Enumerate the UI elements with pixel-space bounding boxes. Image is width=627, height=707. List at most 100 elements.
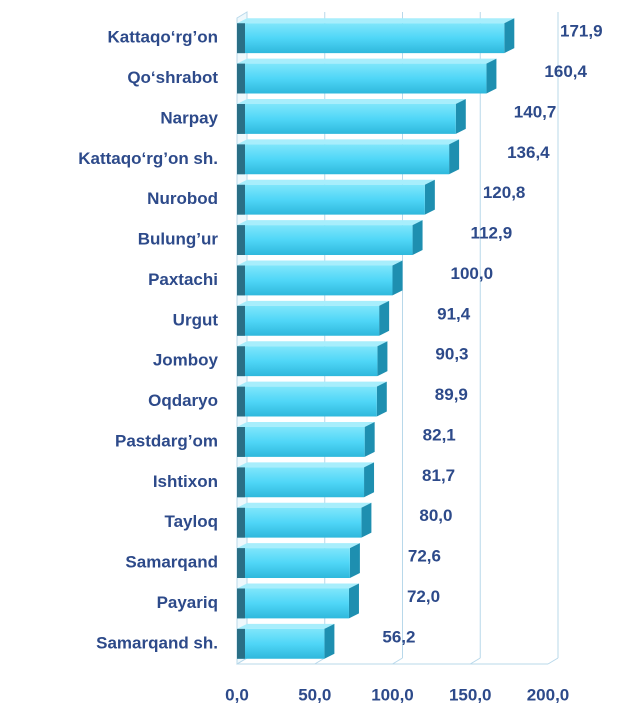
bar-front [237,507,362,538]
bar-side [376,381,387,417]
bar-top [237,341,388,347]
bar-front [237,184,425,215]
bar-front [237,63,487,94]
bar-top [237,300,390,306]
bar-front [237,467,365,498]
bar-side [449,139,460,175]
bar-base [237,628,245,659]
bar-top [237,381,387,387]
bar-side [504,18,515,54]
y-tick-label: Jomboy [153,351,219,370]
bar [237,543,360,579]
bar-top [237,139,460,145]
bar-front [237,548,350,579]
bar-base [237,386,245,417]
value-label: 89,9 [435,385,468,404]
bar-top [237,502,372,508]
bar-top [237,18,515,24]
value-label: 56,2 [382,627,415,646]
tick-mark [236,657,248,665]
value-label: 160,4 [544,62,587,81]
bar [237,623,335,659]
tick-mark [469,657,481,665]
bar [237,139,460,175]
tick-mark [314,657,326,665]
y-tick-label: Tayloq [164,512,218,531]
y-tick-label: Samarqand [125,553,218,572]
bar [237,462,375,498]
bar-base [237,588,245,619]
bar-side [361,502,372,538]
bar-top [237,98,466,104]
value-label: 81,7 [422,466,455,485]
y-tick-label: Bulung’ur [138,230,219,249]
bar [237,381,387,417]
x-tick-label: 150,0 [449,685,492,704]
bar [237,18,515,54]
x-tick-label: 100,0 [371,685,414,704]
bar-front [237,588,349,619]
bar-side [424,179,435,215]
value-label: 112,9 [471,224,513,243]
bar-side [412,220,423,256]
y-tick-label: Samarqand sh. [96,633,218,652]
bar-top [237,179,435,185]
bar [237,98,466,134]
value-label: 82,1 [423,425,456,444]
tick-mark [392,657,403,665]
x-tick-label: 0,0 [225,685,249,704]
value-label: 140,7 [514,102,557,121]
bar-base [237,426,245,457]
y-tick-label: Qo‘shrabot [127,68,218,87]
bar-side [364,421,375,457]
bar-front [237,144,450,175]
value-label: 90,3 [435,345,468,364]
bar [237,583,359,619]
bar [237,58,497,94]
bar-side [349,543,360,579]
bar-front [237,305,380,336]
y-tick-label: Payariq [157,593,218,612]
bar-front [237,23,505,54]
value-label: 136,4 [507,143,550,162]
bar-base [237,346,245,377]
bar-base [237,225,245,256]
bar-front [237,346,378,377]
value-label: 120,8 [483,183,526,202]
bar-side [377,341,388,377]
bar-front [237,225,413,256]
y-tick-label: Urgut [173,310,219,329]
bar [237,502,372,538]
bar-top [237,260,403,266]
bar-base [237,103,245,134]
bar-base [237,63,245,94]
bar-base [237,467,245,498]
y-tick-label: Narpay [160,108,218,127]
bar-front [237,628,325,659]
bar [237,179,435,215]
bar [237,260,403,296]
bar-side [379,300,390,336]
bar-top [237,220,423,226]
bar-base [237,507,245,538]
bar-side [455,98,466,134]
bar-side [324,623,335,659]
y-tick-label: Kattaqo‘rg’on [108,28,219,47]
bar-front [237,426,365,457]
bar-top [237,583,359,589]
y-tick-label: Ishtixon [153,472,218,491]
bar-side [364,462,375,498]
bar-side [486,58,497,94]
bar-top [237,543,360,549]
bar-base [237,305,245,336]
bar-base [237,548,245,579]
x-tick-label: 50,0 [298,685,331,704]
bar-base [237,144,245,175]
y-tick-label: Paxtachi [148,270,218,289]
bar [237,220,423,256]
bar-front [237,103,456,134]
bar-base [237,184,245,215]
bar-side [348,583,359,619]
bar-top [237,421,375,427]
bar-top [237,58,497,64]
